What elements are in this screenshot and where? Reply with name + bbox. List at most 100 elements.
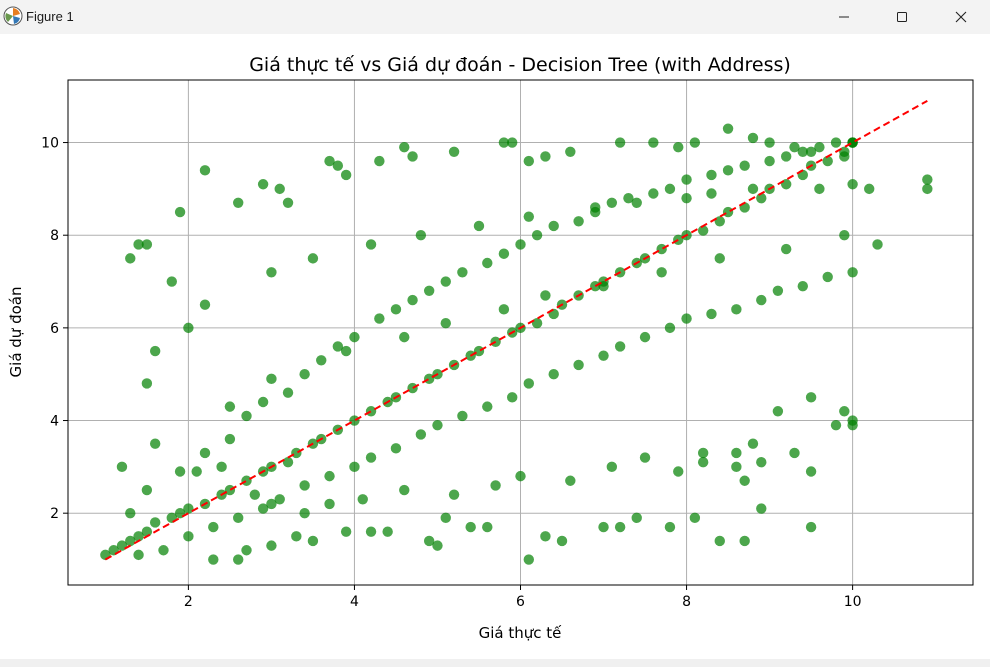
scatter-point xyxy=(282,197,294,208)
scatter-point xyxy=(639,331,651,343)
scatter-point xyxy=(697,457,709,468)
status-bar xyxy=(0,659,990,667)
scatter-point xyxy=(282,387,294,398)
scatter-point xyxy=(789,447,800,459)
scatter-point xyxy=(457,410,468,422)
scatter-point xyxy=(432,540,443,551)
scatter-point xyxy=(266,540,277,551)
y-tick-label: 2 xyxy=(50,506,59,522)
scatter-point xyxy=(249,489,261,500)
scatter-point xyxy=(399,331,410,343)
x-axis-label: Giá thực tế xyxy=(479,624,563,642)
scatter-point xyxy=(374,155,385,167)
scatter-point xyxy=(756,503,767,514)
scatter-point xyxy=(797,146,808,158)
scatter-point xyxy=(697,447,709,459)
scatter-point xyxy=(498,304,510,315)
scatter-point xyxy=(697,225,709,236)
scatter-point xyxy=(548,368,559,380)
scatter-point xyxy=(606,461,618,473)
scatter-point xyxy=(482,401,493,412)
scatter-point xyxy=(664,183,676,195)
chart-title: Giá thực tế vs Giá dự đoán - Decision Tr… xyxy=(249,54,791,76)
scatter-point xyxy=(415,230,427,241)
scatter-point xyxy=(166,276,177,287)
scatter-point xyxy=(183,531,194,542)
scatter-point xyxy=(174,206,186,218)
y-tick-label: 8 xyxy=(50,228,59,244)
scatter-point xyxy=(540,151,551,162)
scatter-point xyxy=(482,521,493,533)
scatter-point xyxy=(506,392,518,403)
scatter-point xyxy=(407,151,418,162)
scatter-point xyxy=(473,220,485,232)
y-tick-label: 4 xyxy=(50,414,59,430)
figure-canvas: 2 4 6 8 10 2 4 6 8 10 Giá thực tế vs Giá dự đoán… xyxy=(0,34,990,659)
scatter-point xyxy=(199,447,211,459)
scatter-point xyxy=(847,267,858,278)
scatter-point xyxy=(307,253,319,264)
scatter-point xyxy=(390,304,402,315)
scatter-point xyxy=(614,137,626,148)
scatter-point xyxy=(216,461,227,473)
scatter-point xyxy=(208,554,219,565)
scatter-point xyxy=(614,341,626,352)
scatter-point xyxy=(423,535,435,547)
scatter-point xyxy=(440,276,451,287)
scatter-point xyxy=(282,457,294,468)
scatter-point xyxy=(789,141,800,153)
scatter-point xyxy=(448,489,460,500)
scatter-point xyxy=(673,141,684,153)
scatter-point xyxy=(631,512,642,524)
scatter-point xyxy=(299,507,310,519)
scatter-point xyxy=(241,545,252,556)
y-tick-label: 6 xyxy=(50,321,59,337)
scatter-point xyxy=(199,165,211,176)
reference-line-group xyxy=(104,99,928,561)
scatter-point xyxy=(722,123,734,134)
maximize-button[interactable] xyxy=(873,0,931,34)
minimize-button[interactable] xyxy=(815,0,873,34)
scatter-point xyxy=(432,419,443,431)
scatter-point xyxy=(116,461,128,473)
scatter-point xyxy=(365,239,377,250)
scatter-point xyxy=(648,137,659,148)
scatter-point xyxy=(714,216,725,227)
scatter-point xyxy=(515,239,526,250)
scatter-point xyxy=(847,419,858,431)
scatter-point xyxy=(233,554,244,565)
scatter-point xyxy=(399,484,410,496)
scatter-point xyxy=(681,174,692,185)
scatter-point xyxy=(473,345,485,357)
scatter-point xyxy=(739,475,750,486)
scatter-point xyxy=(747,132,759,144)
scatter-point xyxy=(299,368,310,380)
scatter-point xyxy=(324,470,335,482)
scatter-point xyxy=(573,359,584,371)
scatter-point xyxy=(590,280,601,292)
scatter-point xyxy=(739,160,750,171)
scatter-point xyxy=(241,475,252,486)
scatter-point xyxy=(274,494,285,505)
scatter-point xyxy=(739,535,750,547)
scatter-point xyxy=(365,406,377,417)
maximize-icon xyxy=(897,12,907,22)
scatter-point xyxy=(340,526,352,537)
scatter-point xyxy=(133,531,144,542)
scatter-point xyxy=(714,253,725,264)
scatter-point xyxy=(224,401,236,412)
scatter-point xyxy=(664,322,676,334)
scatter-point xyxy=(440,512,451,524)
close-button[interactable] xyxy=(932,0,990,34)
scatter-point xyxy=(357,494,368,505)
scatter-point xyxy=(673,466,684,477)
scatter-point xyxy=(183,503,194,514)
scatter-point xyxy=(133,549,144,561)
scatter-point xyxy=(125,535,136,547)
scatter-point xyxy=(664,521,676,533)
scatter-point xyxy=(805,392,817,403)
scatter-points xyxy=(100,123,933,565)
close-icon xyxy=(955,11,967,23)
scatter-point xyxy=(772,406,784,417)
scatter-point xyxy=(224,484,236,496)
